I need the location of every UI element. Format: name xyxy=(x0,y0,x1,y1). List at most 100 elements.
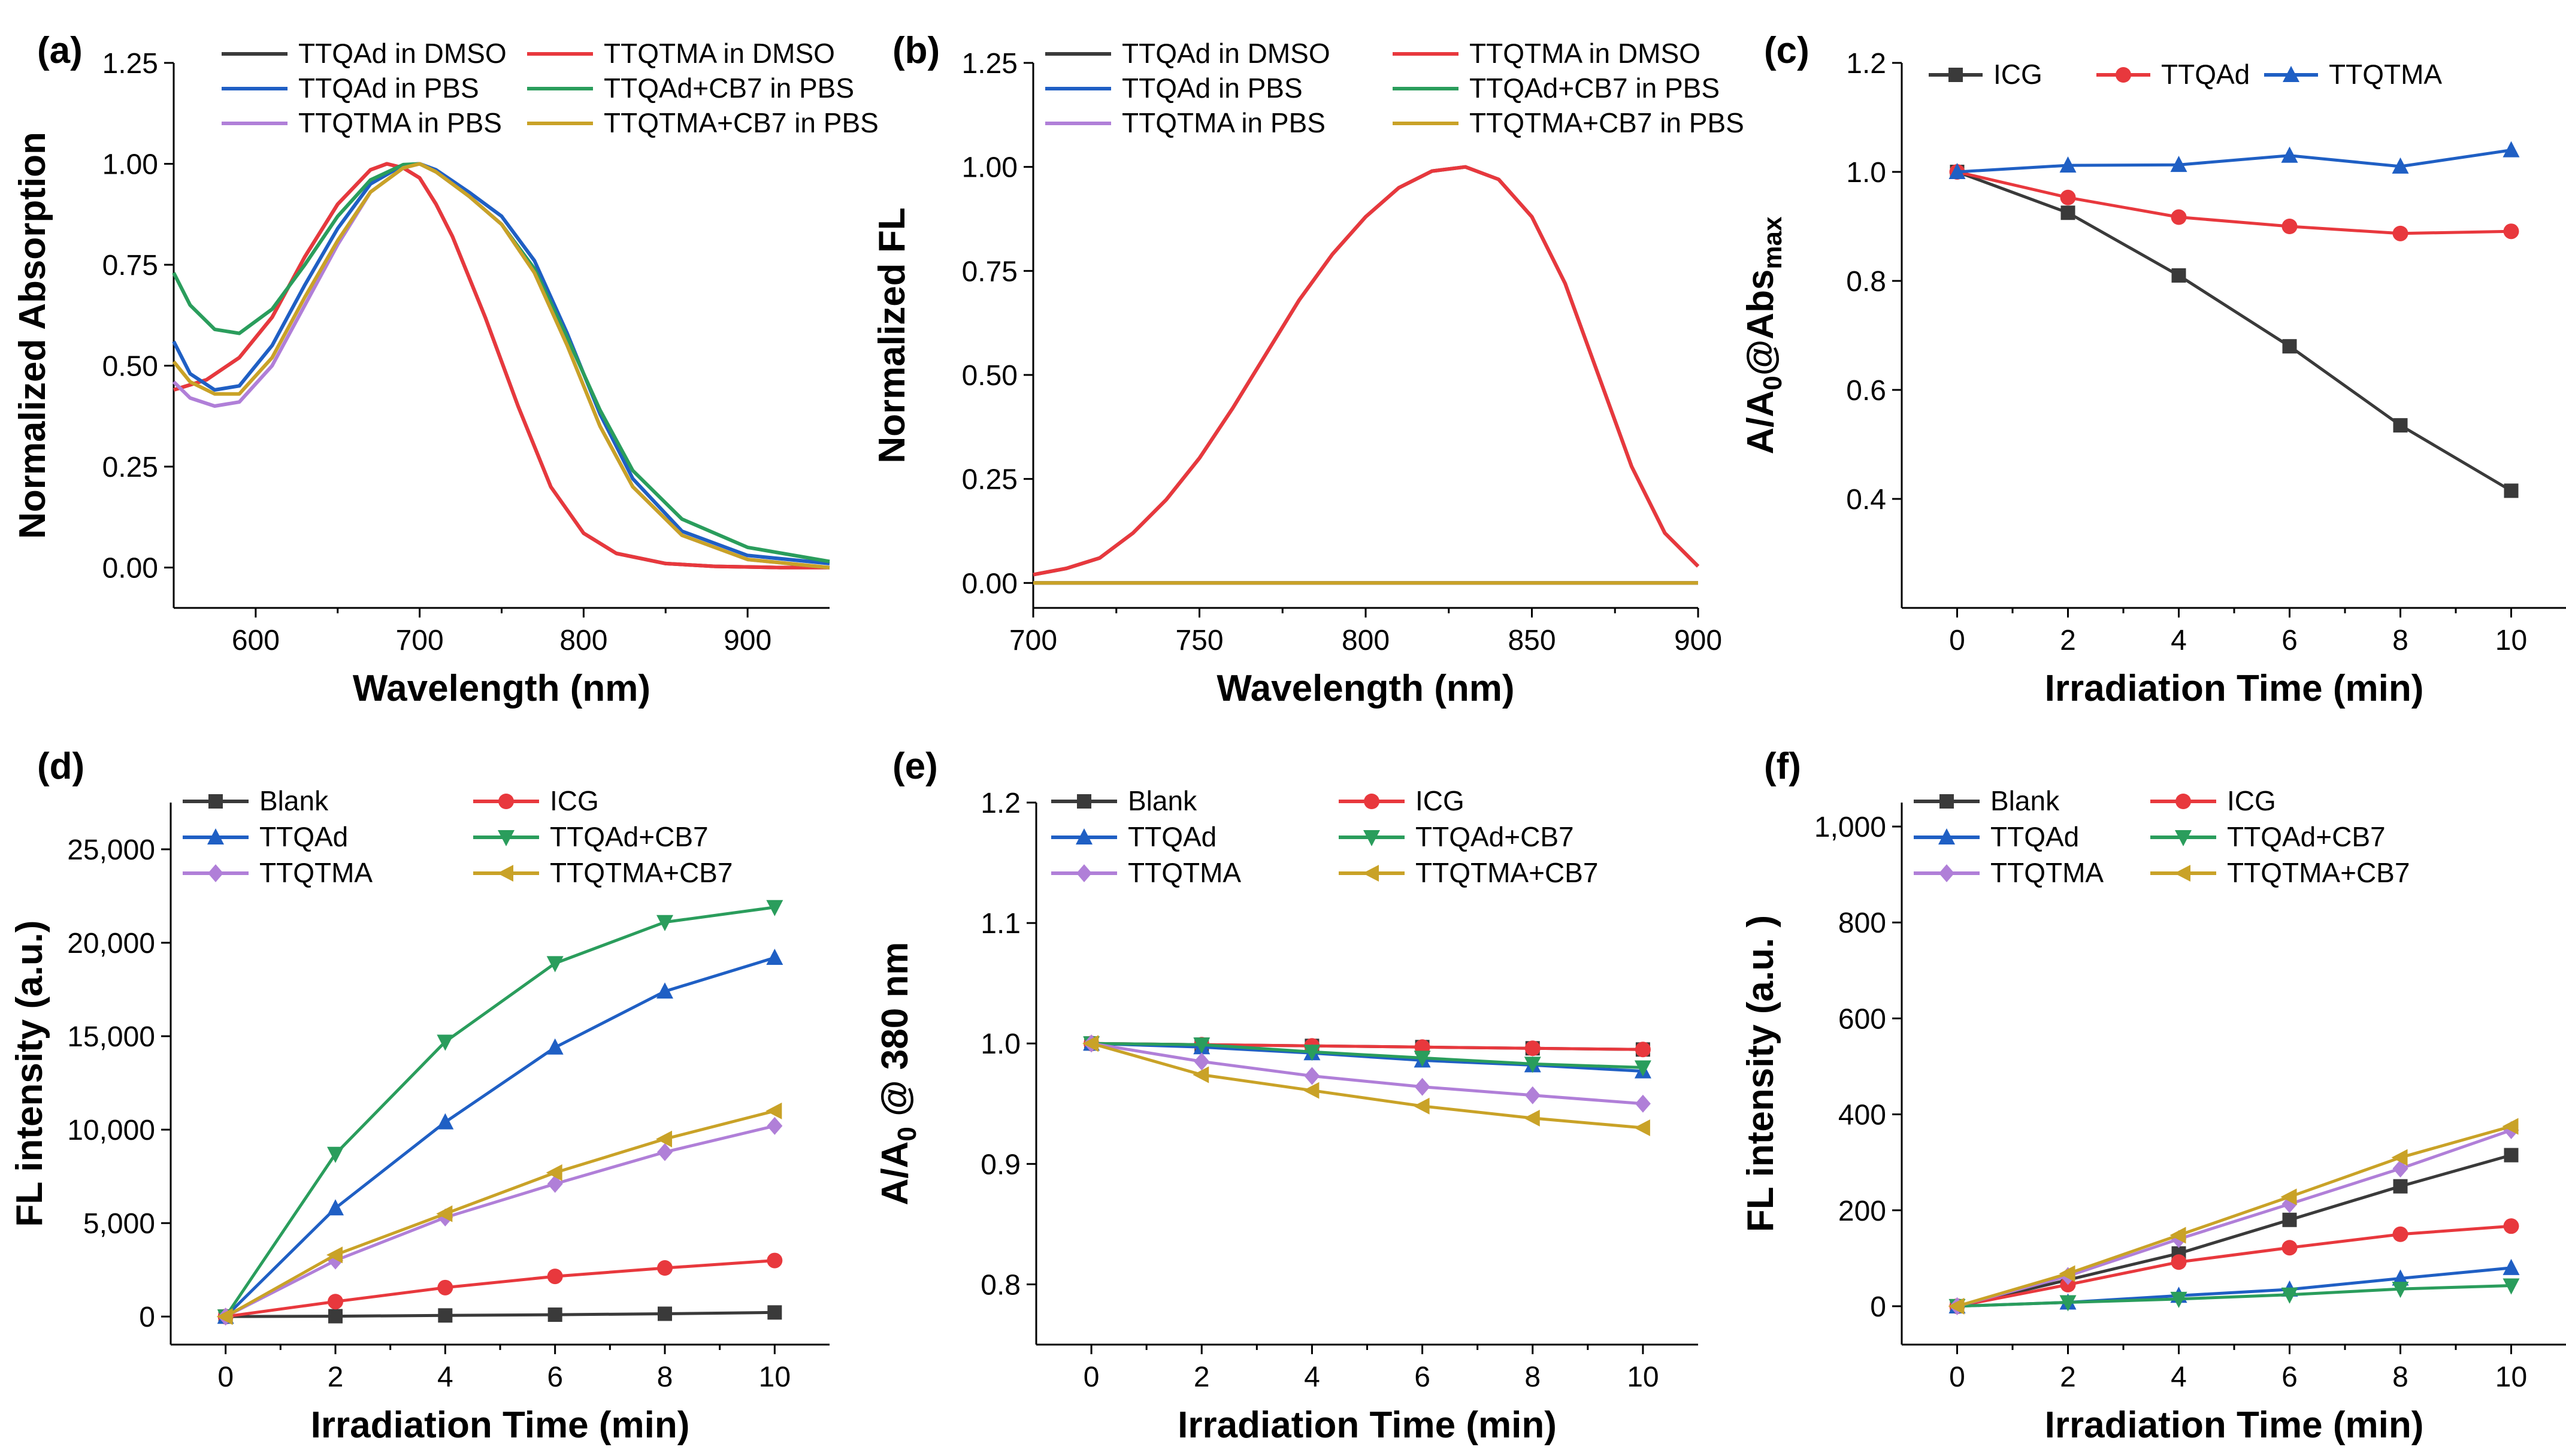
y-tick-label: 20,000 xyxy=(67,928,155,959)
y-tick-label: 1.2 xyxy=(981,788,1021,819)
legend-marker-icg xyxy=(498,794,514,809)
series-line-ttqad-cb7 xyxy=(224,906,775,1318)
data-point-ttqtma-cb7 xyxy=(1193,1066,1209,1083)
legend-label-blank: Blank xyxy=(259,785,329,816)
x-tick-label: 6 xyxy=(2281,1361,2298,1393)
legend-marker-ttqad-cb7 xyxy=(2175,830,2192,846)
y-tick-label: 0.8 xyxy=(981,1269,1021,1301)
data-point-ttqad xyxy=(437,1113,454,1130)
x-tick-label: 8 xyxy=(657,1361,673,1393)
legend-marker-icg xyxy=(1364,794,1379,809)
y-tick-label: 0.00 xyxy=(102,553,158,585)
y-tick-label: 1.0 xyxy=(981,1028,1021,1060)
x-axis-label: Wavelength (nm) xyxy=(1217,668,1514,709)
y-tick-label: 0.75 xyxy=(962,256,1018,287)
series-line-ttqad-cb7 xyxy=(1957,1284,2511,1308)
data-point-ttqtma xyxy=(1635,1094,1651,1113)
series-line-ttqtma xyxy=(1957,149,2511,174)
x-tick-label: 850 xyxy=(1508,625,1556,656)
data-point-ttqad xyxy=(656,982,673,999)
legend-label-ttqtma-cb7: TTQTMA+CB7 xyxy=(1415,857,1598,888)
data-point-ttqad-cb7 xyxy=(1414,1051,1431,1067)
y-tick-label: 0.6 xyxy=(1846,375,1886,407)
x-tick-label: 700 xyxy=(396,625,444,656)
legend-label-ttqad: TTQAd xyxy=(1128,821,1217,852)
data-point-ttqtma-cb7 xyxy=(436,1205,453,1222)
legend-marker-ttqad-cb7 xyxy=(1363,830,1380,846)
legend-label-blank: Blank xyxy=(1990,785,2060,816)
panel-label: (a) xyxy=(37,30,83,71)
y-tick-label: 25,000 xyxy=(67,834,155,866)
legend-marker-ttqtma xyxy=(1939,864,1954,882)
y-tick-label: 0.50 xyxy=(102,351,158,383)
legend-marker-ttqtma-cb7 xyxy=(2174,865,2190,882)
y-tick-label: 1.25 xyxy=(962,48,1018,80)
legend-marker-ttqtma xyxy=(208,864,223,882)
legend: Blank ICG TTQAd TTQAd+CB7 TTQTMA TTQTMA+CB7 xyxy=(1914,785,2410,888)
x-axis-label: Irradiation Time (min) xyxy=(2045,1404,2424,1446)
data-point-ttqad xyxy=(2392,225,2408,241)
legend: Blank ICG TTQAd TTQAd+CB7 TTQTMA TTQTMA+CB7 xyxy=(1051,785,1598,888)
data-point-ttqad-cb7 xyxy=(437,1034,454,1051)
legend-label-ttqtma-cb7: TTQTMA+CB7 xyxy=(2227,857,2410,888)
series-line-ttqad xyxy=(1091,1042,1644,1073)
y-axis-label-part: A/A xyxy=(875,1142,916,1206)
data-point-blank xyxy=(438,1308,453,1323)
y-tick-label: 1,000 xyxy=(1814,812,1886,843)
series-line-ttqtma-cb7 xyxy=(225,1109,775,1318)
x-tick-label: 700 xyxy=(1009,625,1057,656)
legend-label-ttqtma-cb7-in-pbs: TTQTMA+CB7 in PBS xyxy=(1469,107,1744,138)
legend-label-ttqtma-in-pbs: TTQTMA in PBS xyxy=(1122,107,1326,138)
data-point-ttqad-cb7 xyxy=(1303,1045,1321,1061)
data-point-icg xyxy=(1524,1040,1541,1057)
data-point-blank xyxy=(658,1306,672,1321)
legend-marker-ttqtma-cb7 xyxy=(497,865,513,882)
data-point-blank xyxy=(767,1305,782,1320)
series-line-icg xyxy=(1957,1224,2511,1308)
data-point-ttqtma-cb7 xyxy=(326,1246,343,1264)
y-axis-label-part: 0 xyxy=(1758,376,1787,390)
data-point-ttqtma-cb7 xyxy=(216,1308,233,1325)
data-point-ttqad xyxy=(2503,223,2519,240)
data-point-ttqtma xyxy=(2170,156,2187,172)
x-tick-label: 800 xyxy=(559,625,607,656)
data-point-icg xyxy=(1635,1042,1651,1058)
data-point-ttqtma xyxy=(2503,141,2520,158)
y-tick-label: 0.8 xyxy=(1846,266,1886,298)
y-tick-label: 0 xyxy=(139,1301,155,1333)
legend-label-icg: ICG xyxy=(1415,785,1464,816)
data-point-ttqad-cb7 xyxy=(1193,1037,1211,1054)
data-point-ttqtma xyxy=(1524,1086,1541,1104)
y-axis-label: FL intensity (a.u.) xyxy=(9,920,50,1227)
legend-marker-ttqad xyxy=(2116,67,2131,83)
y-tick-label: 1.00 xyxy=(102,149,158,181)
data-point-ttqad-cb7 xyxy=(766,900,783,916)
legend-label-ttqtma-cb7-in-pbs: TTQTMA+CB7 in PBS xyxy=(604,107,879,138)
data-point-ttqtma-cb7 xyxy=(2280,1188,2297,1206)
panel-label: (e) xyxy=(892,746,938,787)
data-point-ttqtma-cb7 xyxy=(1948,1297,1965,1315)
legend-label-ttqad: TTQAd xyxy=(259,821,348,852)
data-point-ttqtma xyxy=(1304,1067,1320,1085)
legend-label-ttqad-cb7-in-pbs: TTQAd+CB7 in PBS xyxy=(604,72,854,104)
x-tick-label: 2 xyxy=(2060,625,2076,656)
x-tick-label: 6 xyxy=(547,1361,563,1393)
legend-label-ttqad-in-dmso: TTQAd in DMSO xyxy=(298,38,507,69)
y-tick-label: 0.25 xyxy=(962,464,1018,496)
legend-label-blank: Blank xyxy=(1128,785,1197,816)
x-tick-label: 0 xyxy=(217,1361,234,1393)
x-tick-label: 10 xyxy=(1627,1361,1659,1393)
x-tick-label: 10 xyxy=(2495,1361,2527,1393)
x-tick-label: 0 xyxy=(1949,1361,1965,1393)
legend-marker-ttqtma xyxy=(1076,864,1092,882)
data-point-ttqtma xyxy=(657,1143,673,1161)
y-tick-label: 1.2 xyxy=(1846,48,1886,80)
data-point-ttqad-cb7 xyxy=(2392,1282,2409,1298)
data-point-ttqad-cb7 xyxy=(2059,1295,2077,1312)
data-point-icg xyxy=(2281,1240,2298,1256)
data-point-ttqtma xyxy=(2281,146,2298,163)
data-point-ttqtma xyxy=(2059,156,2077,173)
data-point-icg xyxy=(657,1260,673,1276)
y-tick-label: 1.00 xyxy=(962,152,1018,184)
y-tick-label: 15,000 xyxy=(67,1021,155,1053)
